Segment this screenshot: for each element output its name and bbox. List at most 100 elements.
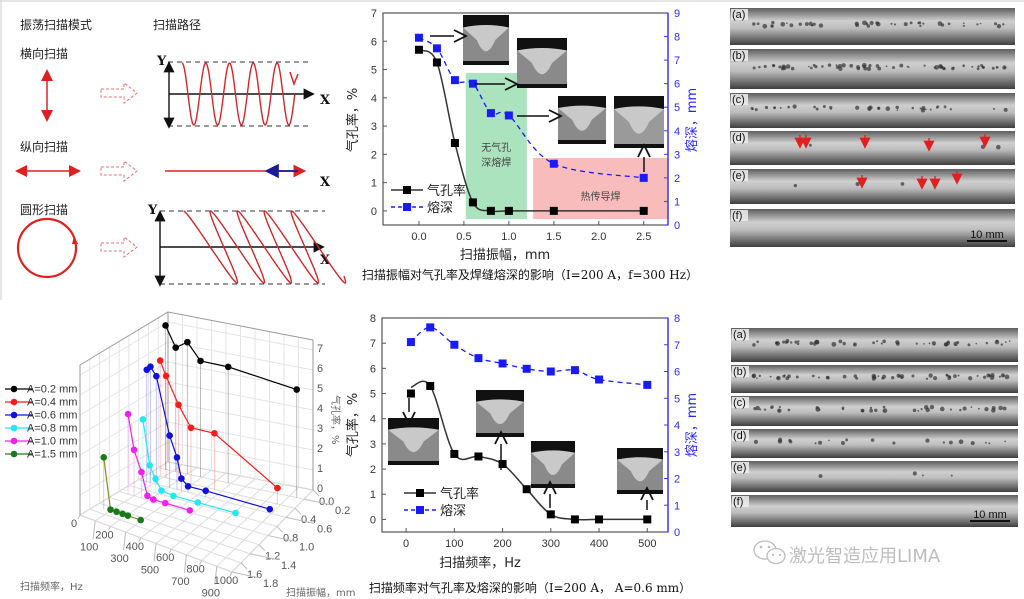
pore-dot <box>818 474 823 478</box>
scale-bar-label: 10 mm <box>970 229 1004 241</box>
legend-label: 气孔率 <box>440 486 479 502</box>
label-bg <box>732 329 749 340</box>
pore-dot <box>797 340 800 343</box>
porosity-marker <box>639 206 648 215</box>
legend-marker <box>10 385 18 393</box>
pore-dot <box>1008 340 1011 342</box>
x-axis-label: X <box>320 253 331 268</box>
pore-dot <box>985 341 989 345</box>
pore-dot <box>944 342 949 347</box>
y-tick <box>294 507 302 515</box>
series-marker <box>197 357 204 365</box>
strip-label: (f) <box>733 496 743 508</box>
grid-line <box>216 486 299 567</box>
porosity-marker <box>595 515 604 524</box>
pore-dot <box>1004 374 1010 380</box>
y-tick-label: 1.6 <box>247 569 262 581</box>
x-tick <box>153 543 157 562</box>
region-label: 深熔焊 <box>481 156 511 169</box>
hollow-arrow-icon <box>100 159 138 183</box>
label-bg <box>731 132 748 143</box>
y-tick <box>276 526 284 533</box>
pore-dot <box>872 341 875 345</box>
x-tick-label: 600 <box>156 552 174 564</box>
legend-marker <box>403 186 411 194</box>
pore-dot <box>942 67 946 71</box>
y-tick-label: 1.4 <box>281 560 296 572</box>
pore-dot <box>921 474 924 477</box>
pore-dot <box>979 22 982 25</box>
pore-dot <box>771 25 774 28</box>
series-marker <box>224 363 232 371</box>
legend-marker <box>10 437 18 445</box>
y-tick <box>240 562 248 570</box>
pore-dot <box>882 408 888 413</box>
radiograph-strip <box>730 49 1015 89</box>
pore-dot <box>922 22 925 25</box>
series-marker <box>166 432 173 439</box>
grid-line <box>109 496 260 546</box>
porosity-marker <box>468 198 477 207</box>
pore-dot <box>880 342 883 345</box>
x-tick-label: 800 <box>186 564 204 576</box>
legend-label: A=1.5 mm <box>27 449 77 461</box>
grid-line <box>128 485 278 527</box>
pore-dot <box>1004 341 1007 343</box>
pore-dot <box>990 373 995 378</box>
circle-scan-icon <box>16 217 78 279</box>
y-tick <box>285 516 315 524</box>
y2-axis-title: 熔深，mm <box>685 88 700 152</box>
pore-dot <box>895 340 900 345</box>
series-marker <box>144 492 151 500</box>
pore-dot <box>758 65 761 69</box>
x-tick-label: 200 <box>95 529 113 541</box>
pore-dot <box>885 65 888 68</box>
pore-dot <box>874 376 877 380</box>
series-marker <box>184 482 192 490</box>
legend-label: A=0.6 mm <box>27 410 77 422</box>
y2-tick-label: 4 <box>674 126 680 138</box>
image-top <box>617 448 663 460</box>
pore-dot <box>1000 343 1003 346</box>
legend-label: 熔深 <box>440 504 466 519</box>
y-tick-label: 0.6 <box>317 523 332 535</box>
series-marker <box>232 509 239 517</box>
y-tick-label: 4 <box>370 414 376 426</box>
weld-cross-section-image <box>463 15 509 65</box>
image-top <box>463 15 509 28</box>
grid-line <box>79 461 169 516</box>
porosity-3d-chart: 扫描频率，Hz 扫描振幅，mm 气孔率，% 010020030040050060… <box>5 311 355 599</box>
pore-dot <box>899 374 905 379</box>
pore-dot <box>923 342 925 345</box>
grid-line <box>231 489 314 573</box>
x-tick <box>107 526 111 531</box>
y2-tick-label: 5 <box>674 102 680 114</box>
depth-marker <box>643 380 652 389</box>
series-fit-porosity <box>410 380 648 521</box>
series-marker <box>211 429 218 437</box>
y2-tick-label: 7 <box>674 55 680 67</box>
legend-label: 气孔率 <box>427 183 466 199</box>
y-tick <box>312 489 320 497</box>
pore-dot <box>962 22 965 25</box>
pore-dot <box>985 441 987 444</box>
pore-dot <box>950 474 953 477</box>
weld-zone <box>463 25 509 52</box>
image-bottom <box>388 461 439 465</box>
y-tick <box>249 553 279 561</box>
x-tick <box>138 537 142 543</box>
pore-dot <box>877 66 882 71</box>
z-tick-label: 6 <box>317 363 323 375</box>
pore-dot <box>959 408 962 412</box>
image-top <box>531 441 575 453</box>
pore-dot <box>920 407 923 411</box>
pore-dot <box>949 408 953 411</box>
pore-dot <box>855 23 859 28</box>
pore-dot <box>783 374 786 377</box>
pore-dot <box>838 66 843 72</box>
pore-dot <box>928 373 933 378</box>
pore-dot <box>939 65 944 69</box>
image-top <box>558 96 606 108</box>
weld-cross-section-image <box>388 418 439 465</box>
